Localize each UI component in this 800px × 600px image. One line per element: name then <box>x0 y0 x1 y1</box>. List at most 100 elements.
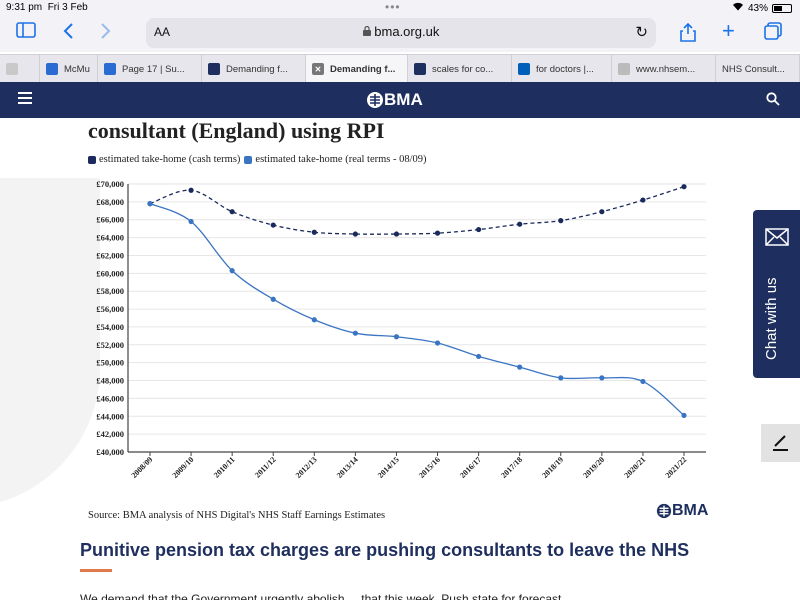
site-header: BMA <box>0 82 800 118</box>
tab-5[interactable]: scales for co... <box>408 55 512 83</box>
forward-icon[interactable] <box>100 22 112 45</box>
x-tick-label: 2010/11 <box>212 455 237 480</box>
data-point <box>558 375 564 381</box>
data-point <box>270 222 276 228</box>
tab-label: Demanding f... <box>226 63 288 75</box>
back-icon[interactable] <box>62 22 74 45</box>
bma-logo-text: BMA <box>672 502 709 519</box>
data-point <box>640 378 646 385</box>
search-icon[interactable] <box>766 92 780 111</box>
chart-source: Source: BMA analysis of NHS Digital's NH… <box>88 510 386 521</box>
tab-favicon-icon: ✕ <box>312 63 324 75</box>
data-point <box>434 340 441 346</box>
tabs-overview-icon[interactable] <box>764 22 782 45</box>
line-chart: £40,000 £42,000 £44,000 £46,000 £48,000 £50,0… <box>96 179 706 480</box>
data-point <box>640 197 646 203</box>
tab-label: McMu <box>64 63 90 75</box>
mail-icon <box>765 228 789 251</box>
data-point <box>599 209 605 215</box>
tab-0[interactable] <box>0 55 40 83</box>
y-tick-label: £48,000 <box>96 376 124 386</box>
title-underline <box>80 569 112 572</box>
tab-1[interactable]: McMu <box>40 55 98 83</box>
data-point <box>517 221 523 227</box>
chat-with-us-button[interactable]: Chat with us <box>753 210 800 378</box>
y-tick-label: £50,000 <box>96 358 124 368</box>
tab-2[interactable]: Page 17 | Su... <box>98 55 202 83</box>
share-icon[interactable] <box>680 22 696 47</box>
tab-4[interactable]: ✕ Demanding f... <box>306 55 408 83</box>
tab-6[interactable]: for doctors |... <box>512 55 612 83</box>
browser-toolbar: AA bma.org.uk ↻ + <box>0 16 800 52</box>
x-tick-label: 2012/13 <box>294 455 319 480</box>
sidebar-icon[interactable] <box>16 22 36 43</box>
tab-8[interactable]: NHS Consult... <box>716 55 800 83</box>
reload-icon[interactable]: ↻ <box>635 24 648 41</box>
tab-strip: McMu Page 17 | Su... Demanding f... ✕ Demand… <box>0 54 800 83</box>
new-tab-icon[interactable]: + <box>722 18 735 43</box>
legend-item-real: estimated take-home (real terms - 08/09) <box>244 154 427 165</box>
tab-label: for doctors |... <box>536 63 594 75</box>
data-point <box>558 218 564 224</box>
address-bar[interactable]: AA bma.org.uk ↻ <box>146 18 656 48</box>
x-tick-label: 2016/17 <box>458 455 483 480</box>
data-point <box>188 218 194 225</box>
data-point <box>393 334 400 340</box>
tab-favicon-icon <box>414 63 426 75</box>
y-tick-label: £70,000 <box>96 179 124 189</box>
tab-favicon-icon <box>46 63 58 75</box>
data-point <box>229 209 235 215</box>
status-right: 43% <box>732 2 792 14</box>
reader-options-button[interactable]: AA <box>154 25 171 39</box>
edit-button[interactable] <box>761 424 800 462</box>
y-tick-label: £66,000 <box>96 215 124 225</box>
status-time: 9:31 pm Fri 3 Feb <box>6 2 88 13</box>
x-tick-label: 2015/16 <box>417 455 442 480</box>
data-point <box>311 317 317 323</box>
x-tick-label: 2014/15 <box>376 455 401 480</box>
battery-percent: 43% <box>747 2 768 14</box>
data-point <box>352 231 358 237</box>
y-tick-label: £64,000 <box>96 233 124 243</box>
chart-heading: consultant (England) using RPI <box>88 118 385 143</box>
data-point <box>517 364 523 370</box>
y-tick-label: £52,000 <box>96 340 124 350</box>
article-body-text: We demand that the Government urgently a… <box>80 592 562 600</box>
y-tick-label: £42,000 <box>96 429 124 439</box>
tab-7[interactable]: www.nhsem... <box>612 55 716 83</box>
tab-3[interactable]: Demanding f... <box>202 55 306 83</box>
y-tick-label: £54,000 <box>96 322 124 332</box>
x-tick-label: 2017/18 <box>499 455 524 480</box>
site-logo-text: BMA <box>384 90 423 109</box>
y-tick-label: £62,000 <box>96 250 124 260</box>
url-text[interactable]: bma.org.uk <box>146 24 656 39</box>
wifi-icon <box>732 2 744 14</box>
tab-label: NHS Consult... <box>722 63 785 75</box>
article-title-link[interactable]: Punitive pension tax charges are pushing… <box>80 540 690 560</box>
site-logo[interactable]: BMA <box>366 90 423 110</box>
data-point <box>311 229 317 235</box>
x-tick-label: 2008/09 <box>129 455 154 480</box>
data-point <box>352 330 358 336</box>
tab-label: scales for co... <box>432 63 494 75</box>
y-tick-label: £68,000 <box>96 197 124 207</box>
data-point <box>229 268 235 274</box>
x-tick-label: 2020/21 <box>622 455 647 480</box>
data-point <box>476 353 482 360</box>
tab-label: Demanding f... <box>330 63 396 75</box>
multitask-dots[interactable]: ••• <box>385 0 401 14</box>
tab-label: Page 17 | Su... <box>122 63 185 75</box>
data-point <box>476 226 482 233</box>
x-tick-label: 2018/19 <box>540 455 565 480</box>
menu-icon[interactable] <box>18 92 32 107</box>
bma-emblem-icon <box>367 92 383 108</box>
bma-logo: BMA <box>656 502 708 520</box>
tab-favicon-icon <box>618 63 630 75</box>
y-tick-label: £58,000 <box>96 286 124 296</box>
status-bar: 9:31 pm Fri 3 Feb ••• 43% <box>0 0 800 16</box>
tab-favicon-icon <box>518 63 530 75</box>
data-point <box>681 184 687 190</box>
tab-favicon-icon <box>208 63 220 75</box>
data-point <box>681 412 687 418</box>
bma-emblem-icon <box>656 503 672 519</box>
